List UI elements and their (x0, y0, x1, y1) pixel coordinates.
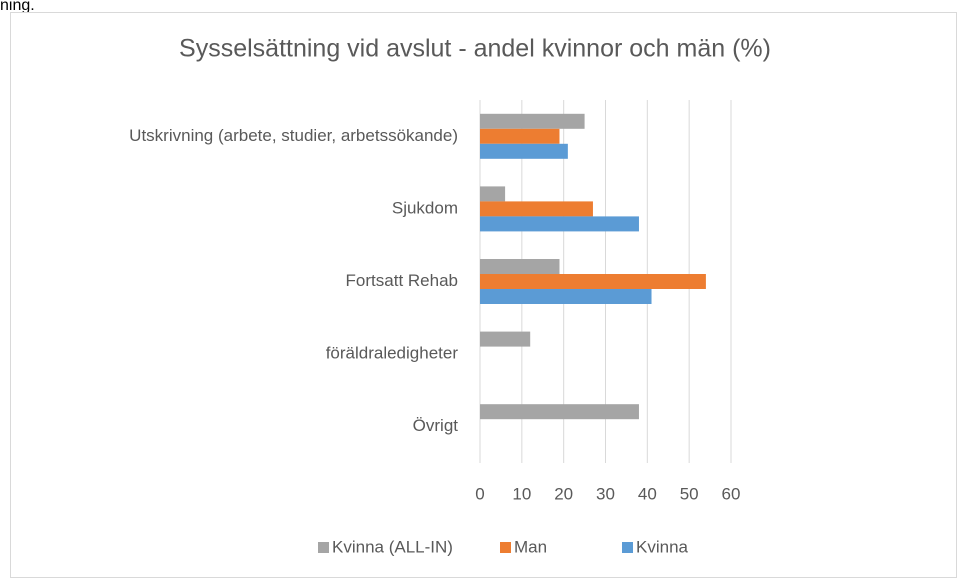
legend-label: Kvinna (636, 537, 689, 556)
y-tick-label: föräldraledigheter (326, 344, 459, 363)
bar (480, 404, 639, 420)
legend-label: Man (514, 537, 547, 556)
legend-label: Kvinna (ALL-IN) (332, 537, 453, 556)
bar (480, 274, 706, 289)
y-tick-label: Övrigt (413, 416, 459, 435)
y-tick-label: Sjukdom (392, 198, 458, 217)
bar (480, 216, 639, 232)
x-tick-label: 20 (554, 484, 573, 503)
bar (480, 289, 652, 304)
legend-swatch (318, 542, 329, 553)
legend-swatch (622, 542, 633, 553)
x-tick-label: 40 (638, 484, 657, 503)
bar (480, 201, 593, 217)
bar (480, 143, 568, 159)
x-tick-label: 0 (475, 484, 484, 503)
bar (480, 331, 531, 347)
x-tick-label: 10 (512, 484, 531, 503)
y-tick-label: Fortsatt Rehab (346, 271, 458, 290)
y-tick-label: Utskrivning (arbete, studier, arbetssöka… (129, 126, 458, 145)
preceding-text: ning. (0, 0, 35, 14)
x-tick-label: 50 (680, 484, 699, 503)
bar (480, 259, 560, 274)
bar (480, 113, 585, 129)
x-tick-label: 30 (596, 484, 615, 503)
bar (480, 186, 506, 202)
legend-swatch (500, 542, 511, 553)
x-tick-label: 60 (722, 484, 741, 503)
bar (480, 128, 560, 144)
chart-title: Sysselsättning vid avslut - andel kvinno… (179, 35, 771, 63)
